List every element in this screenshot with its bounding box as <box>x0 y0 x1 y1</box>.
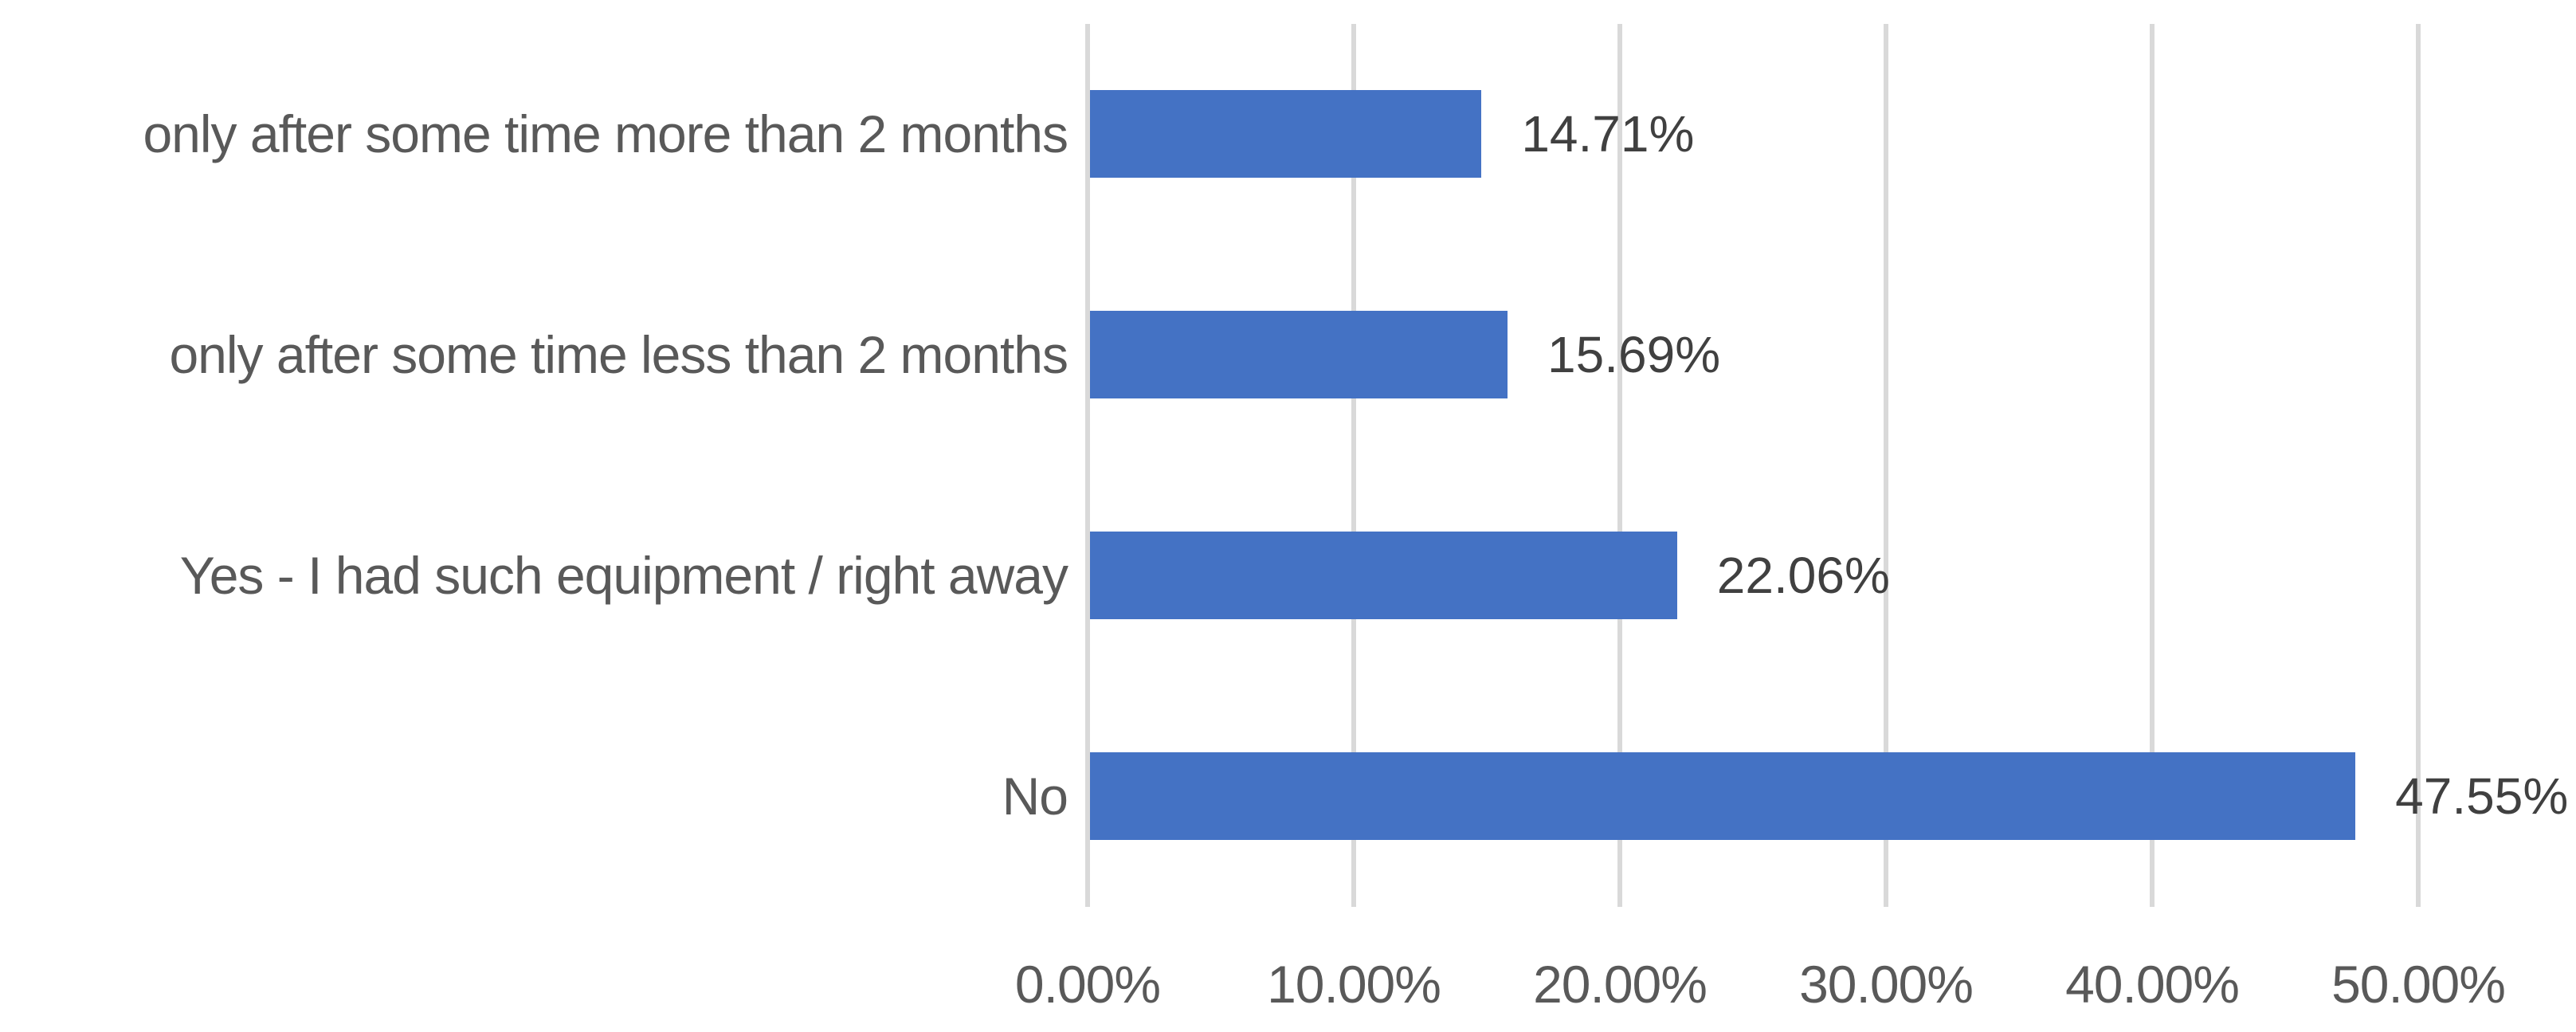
gridline <box>1351 24 1356 907</box>
bar <box>1090 90 1482 178</box>
bar <box>1090 752 2356 840</box>
x-tick-label: 40.00% <box>2065 955 2240 1014</box>
x-tick-label: 20.00% <box>1533 955 1708 1014</box>
category-label: only after some time less than 2 months <box>169 325 1068 384</box>
bar <box>1090 532 1677 619</box>
value-label: 15.69% <box>1547 326 1721 383</box>
gridline <box>1617 24 1622 907</box>
category-label: Yes - I had such equipment / right away <box>179 546 1068 605</box>
gridline <box>2416 24 2421 907</box>
value-label: 47.55% <box>2395 767 2569 825</box>
x-tick-label: 30.00% <box>1799 955 1974 1014</box>
gridline <box>1884 24 1888 907</box>
gridline <box>1085 24 1090 907</box>
value-label: 14.71% <box>1521 105 1695 163</box>
x-tick-label: 0.00% <box>1014 955 1161 1014</box>
x-tick-label: 10.00% <box>1267 955 1441 1014</box>
value-label: 22.06% <box>1716 547 1890 604</box>
x-tick-label: 50.00% <box>2331 955 2506 1014</box>
category-label: only after some time more than 2 months <box>143 104 1068 163</box>
gridline <box>2150 24 2155 907</box>
bar <box>1090 311 1508 398</box>
category-label: No <box>1002 767 1068 826</box>
